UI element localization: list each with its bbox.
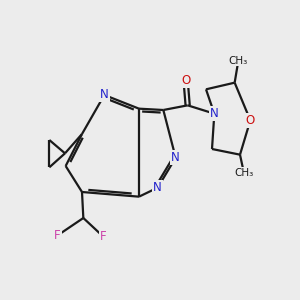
Text: N: N xyxy=(171,151,180,164)
Text: CH₃: CH₃ xyxy=(234,168,254,178)
Text: CH₃: CH₃ xyxy=(229,56,248,66)
Text: N: N xyxy=(210,107,219,120)
Text: F: F xyxy=(54,229,61,242)
Text: O: O xyxy=(181,74,190,88)
Text: O: O xyxy=(246,114,255,127)
Text: N: N xyxy=(100,88,109,101)
Text: N: N xyxy=(153,181,162,194)
Text: F: F xyxy=(100,230,106,243)
